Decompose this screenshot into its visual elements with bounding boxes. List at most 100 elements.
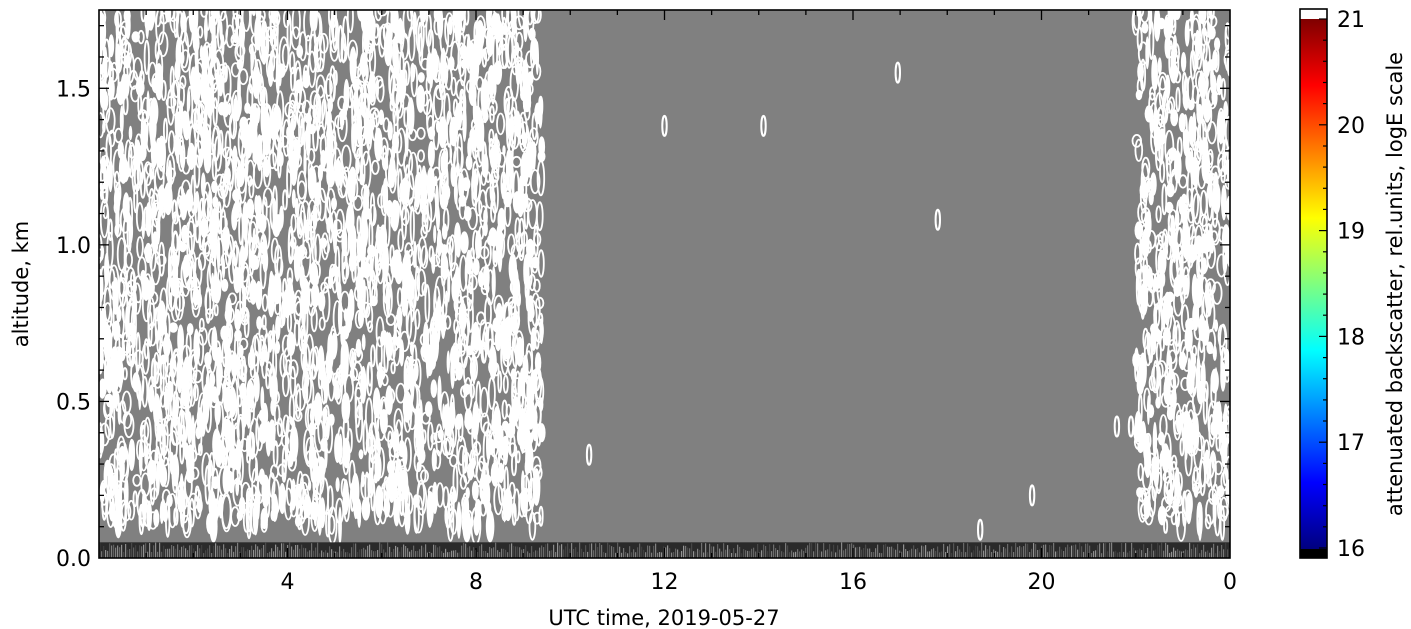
- surface-band-streak: [171, 545, 173, 558]
- noise-contour: [1174, 209, 1180, 231]
- noise-contour: [149, 164, 155, 180]
- noise-contour: [179, 473, 184, 495]
- noise-contour: [462, 105, 467, 142]
- surface-band-streak: [691, 543, 693, 558]
- noise-contour: [1213, 401, 1222, 435]
- surface-band-streak: [395, 545, 397, 558]
- surface-band-streak: [551, 550, 553, 558]
- noise-contour: [237, 358, 242, 371]
- noise-contour: [1187, 99, 1195, 111]
- noise-contour: [410, 62, 416, 82]
- noise-contour: [260, 342, 269, 379]
- noise-contour: [205, 10, 211, 31]
- surface-band-streak: [325, 550, 327, 558]
- surface-band-streak: [1227, 549, 1229, 558]
- surface-band-streak: [887, 546, 889, 558]
- surface-band-streak: [987, 549, 989, 558]
- noise-contour: [470, 457, 477, 469]
- noise-contour: [1151, 457, 1155, 476]
- surface-band-streak: [1025, 543, 1027, 558]
- noise-contour: [1136, 26, 1143, 52]
- surface-band-streak: [611, 546, 613, 558]
- noise-contour: [414, 308, 421, 330]
- noise-contour: [497, 207, 506, 231]
- surface-band-streak: [311, 543, 313, 558]
- noise-contour: [224, 167, 231, 184]
- x-tick-label: 8: [469, 570, 483, 595]
- surface-band-streak: [593, 550, 595, 558]
- noise-contour: [122, 74, 130, 99]
- surface-band-streak: [563, 549, 565, 558]
- noise-contour: [143, 39, 150, 76]
- noise-contour: [524, 278, 530, 300]
- noise-contour: [415, 171, 422, 191]
- noise-contour: [1137, 462, 1144, 482]
- noise-contour: [112, 320, 121, 342]
- y-tick-label: 1.0: [56, 234, 91, 259]
- noise-contour: [352, 195, 364, 211]
- surface-band-streak: [935, 550, 937, 558]
- noise-contour: [371, 111, 378, 142]
- surface-band-streak: [183, 545, 185, 558]
- noise-contour: [442, 403, 446, 431]
- surface-band-streak: [533, 551, 535, 558]
- surface-band-streak: [689, 548, 691, 558]
- noise-contour: [462, 316, 469, 348]
- surface-band-streak: [161, 551, 163, 558]
- surface-band-streak: [1187, 550, 1189, 558]
- noise-contour: [422, 90, 432, 116]
- surface-band-streak: [599, 543, 601, 558]
- noise-contour: [1197, 165, 1207, 190]
- noise-contour: [1186, 317, 1197, 331]
- noise-contour: [154, 452, 162, 465]
- noise-contour: [1144, 211, 1152, 239]
- surface-band-streak: [291, 546, 293, 558]
- noise-contour: [370, 344, 376, 368]
- noise-contour: [488, 19, 500, 40]
- surface-band-streak: [701, 542, 703, 558]
- noise-contour: [313, 473, 322, 501]
- noise-contour: [303, 129, 311, 161]
- surface-band-streak: [759, 552, 761, 558]
- noise-contour: [282, 119, 291, 157]
- noise-contour: [1144, 105, 1154, 123]
- colorbar-tick-labels: 16 17 18 19 20 21: [1337, 8, 1365, 562]
- noise-contour: [1206, 120, 1218, 145]
- noise-contour: [390, 199, 400, 232]
- surface-band-streak: [273, 551, 275, 558]
- surface-band-streak: [323, 552, 325, 558]
- noise-contour: [149, 109, 157, 144]
- surface-band-streak: [1097, 545, 1099, 558]
- surface-band-streak: [717, 544, 719, 558]
- surface-band-streak: [645, 552, 647, 558]
- noise-contour: [500, 336, 510, 376]
- noise-contour: [368, 43, 377, 77]
- noise-contour: [411, 344, 418, 378]
- noise-contour: [376, 430, 380, 453]
- noise-contour: [446, 236, 454, 255]
- noise-contour: [228, 250, 237, 284]
- surface-band-streak: [549, 550, 551, 558]
- surface-band-streak: [831, 551, 833, 558]
- noise-contour: [405, 272, 415, 303]
- noise-contour: [134, 133, 143, 159]
- noise-contour: [532, 468, 541, 506]
- noise-contour: [317, 124, 326, 140]
- noise-contour: [1144, 178, 1151, 193]
- noise-contour: [116, 237, 127, 272]
- noise-contour: [508, 481, 516, 500]
- surface-band-streak: [127, 549, 129, 558]
- noise-contour: [447, 16, 453, 36]
- noise-contour: [103, 464, 108, 489]
- surface-band-streak: [995, 550, 997, 558]
- surface-band-streak: [339, 546, 341, 558]
- noise-contour: [247, 175, 253, 188]
- surface-band-streak: [1019, 545, 1021, 558]
- noise-contour: [137, 109, 149, 122]
- surface-band-streak: [1225, 543, 1227, 558]
- noise-contour: [118, 348, 126, 362]
- noise-contour: [127, 279, 138, 295]
- noise-contour: [260, 516, 268, 533]
- surface-band-streak: [931, 549, 933, 558]
- noise-contour: [307, 148, 316, 165]
